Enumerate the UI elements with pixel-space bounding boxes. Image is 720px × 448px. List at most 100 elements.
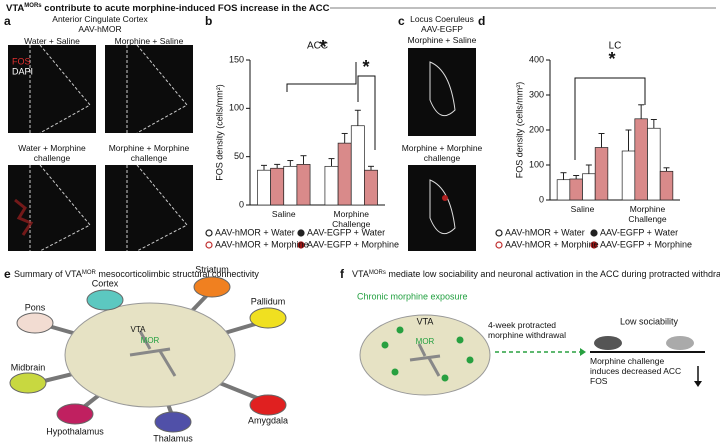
y-tick-label: 400 (529, 54, 544, 64)
y-tick-label: 200 (529, 124, 544, 134)
y-axis-label: FOS density (cells/mm²) (214, 84, 224, 181)
title-sup: MORs (369, 270, 386, 276)
x-tick-label: Saline (271, 209, 296, 219)
morphine-dots (381, 326, 474, 382)
bar (659, 170, 674, 201)
y-tick-label: 100 (529, 159, 544, 169)
receptor-label: MOR (416, 337, 435, 346)
down-arrow-head (694, 381, 702, 387)
stain-label: DAPI (12, 66, 33, 76)
exposure-label: Chronic morphine exposure (357, 291, 468, 301)
region-node (193, 276, 231, 298)
region-label: Locus Coeruleus (410, 14, 474, 24)
bar (621, 150, 636, 201)
virus-label: AAV-EGFP (421, 24, 463, 34)
region-label: Thalamus (153, 433, 193, 443)
panel-letter: a (4, 14, 11, 28)
center-label: VTA (417, 316, 434, 326)
title-part: mesocorticolimbic structural connectivit… (96, 269, 260, 279)
outline (126, 44, 188, 134)
region-label: Amygdala (248, 415, 288, 425)
image (8, 165, 96, 251)
image-label: Morphine + Saline (114, 36, 184, 46)
x-tick-label: Morphine Challenge (628, 204, 667, 224)
region-node (9, 372, 47, 394)
significance-bracket (357, 75, 376, 150)
legend-marker (205, 229, 213, 237)
region-node (249, 307, 287, 329)
legend-label: AAV-EGFP + Water (600, 227, 678, 237)
title-prefix: VTA (6, 3, 24, 14)
y-tick-label: 0 (239, 199, 244, 209)
legend-label: AAV-hMOR + Morphine (215, 239, 309, 249)
bar (364, 169, 378, 206)
figure-title: VTAMORs contribute to acute morphine-ind… (6, 3, 330, 14)
image-label: Water + Saline (24, 36, 80, 46)
bar (283, 165, 298, 206)
legend-marker (297, 241, 305, 249)
region-node (16, 312, 54, 334)
region-label: Anterior Cingulate Cortex (52, 14, 148, 24)
panel-letter: b (205, 14, 212, 28)
significance-bracket (574, 77, 646, 160)
outline (126, 164, 188, 252)
legend-marker (495, 241, 503, 249)
image-label: Water + Morphine challenge (18, 143, 86, 163)
neuron (409, 343, 441, 377)
panel-letter: c (398, 14, 405, 28)
bar (582, 173, 596, 201)
region-node (154, 411, 192, 433)
region-node (56, 403, 94, 425)
bar (257, 169, 271, 206)
image (8, 45, 96, 133)
x-tick-label: Saline (570, 204, 595, 214)
bar (337, 142, 352, 206)
region-label: Cortex (92, 278, 119, 288)
mouse (594, 336, 622, 350)
fos-signal (14, 198, 34, 236)
outcome-label: Morphine challenge induces decreased ACC… (590, 356, 682, 386)
bar (350, 125, 365, 206)
y-tick-label: 300 (529, 89, 544, 99)
region-label: Midbrain (11, 362, 46, 372)
significance: * (362, 57, 369, 77)
outline (29, 164, 91, 252)
legend-label: AAV-EGFP + Water (307, 227, 385, 237)
legend-label: AAV-EGFP + Morphine (307, 239, 399, 249)
panel-letter: e (4, 267, 11, 281)
arrow-head (580, 348, 586, 356)
image (408, 48, 476, 136)
region-node (249, 394, 287, 416)
panel-letter: d (478, 14, 485, 28)
image (105, 45, 193, 133)
title-part: VTA (352, 269, 369, 279)
outline (429, 61, 456, 117)
fos-signal (442, 195, 448, 201)
image-label: Morphine + Morphine challenge (401, 143, 483, 163)
chart-title: LC (609, 41, 622, 52)
legend-label: AAV-EGFP + Morphine (600, 239, 692, 249)
bar (594, 147, 609, 201)
title-rest: contribute to acute morphine-induced FOS… (42, 3, 330, 14)
y-tick-label: 100 (229, 103, 244, 113)
bar (634, 118, 648, 201)
vta-region (64, 302, 236, 408)
title-part: Summary of VTA (14, 269, 82, 279)
legend-marker (590, 241, 598, 249)
title-sup: MOR (82, 270, 97, 276)
panel-title: VTAMORs mediate low sociability and neur… (352, 269, 720, 279)
panel-letter: f (340, 267, 345, 281)
significance: * (319, 37, 326, 57)
behavior-label: Low sociability (620, 316, 679, 326)
outline (429, 179, 456, 235)
legend-label: AAV-hMOR + Water (505, 227, 585, 237)
bar (556, 179, 571, 201)
significance-bracket (286, 62, 357, 92)
image (408, 165, 476, 251)
region-label: Striatum (195, 264, 229, 274)
legend-label: AAV-hMOR + Morphine (505, 239, 599, 249)
significance: * (608, 49, 615, 69)
bar (647, 127, 661, 201)
image (105, 165, 193, 251)
